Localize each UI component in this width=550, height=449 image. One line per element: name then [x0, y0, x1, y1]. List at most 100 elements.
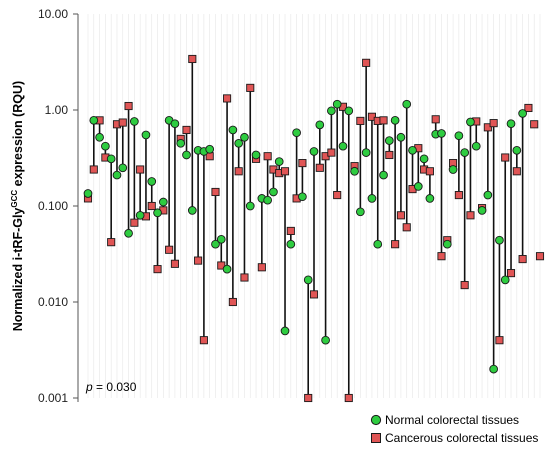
normal-point: [309, 147, 319, 156]
normal-point: [518, 109, 527, 118]
normal-point: [454, 131, 464, 141]
legend-cancer-label: Cancerous colorectal tissues: [385, 431, 538, 445]
normal-point: [356, 207, 365, 217]
normal-point: [332, 99, 342, 109]
normal-point: [187, 206, 197, 215]
normal-point: [234, 138, 244, 148]
cancer-point: [396, 211, 405, 220]
normal-point: [361, 148, 371, 157]
normal-point: [338, 141, 348, 151]
cancer-point: [512, 167, 521, 176]
cancer-point: [367, 112, 376, 121]
cancerous-points: [83, 54, 545, 403]
cancer-point: [518, 255, 527, 264]
cancer-point: [153, 265, 162, 274]
cancer-point: [431, 115, 440, 124]
cancer-point: [199, 336, 208, 345]
normal-point: [95, 132, 104, 142]
normal-point: [135, 210, 145, 220]
normal-point: [460, 148, 470, 157]
normal-point: [483, 190, 493, 200]
normal-point: [176, 138, 186, 148]
normal-point: [292, 128, 301, 138]
normal-point: [448, 165, 458, 174]
cancer-point: [124, 101, 133, 111]
normal-point: [101, 141, 110, 151]
cancer-point: [356, 116, 365, 125]
normal-point: [106, 154, 116, 164]
normal-point: [321, 335, 330, 345]
normal-point: [251, 150, 261, 160]
cancer-point: [391, 240, 400, 249]
normal-point: [466, 117, 475, 127]
cancer-point: [234, 167, 243, 176]
y-axis-title-superscript: GCC: [10, 190, 19, 208]
legend-cancer-marker: [371, 433, 381, 443]
cancer-point: [304, 393, 313, 403]
cancer-point: [489, 119, 498, 128]
cancer-point: [425, 167, 434, 176]
p-value-text: = 0.030: [93, 380, 137, 394]
cancer-point: [454, 191, 463, 200]
cancer-point: [194, 256, 203, 265]
cancer-point: [309, 290, 319, 299]
cancer-point: [107, 238, 116, 247]
normal-point: [245, 201, 255, 211]
cancer-point: [483, 123, 492, 132]
normal-point: [112, 170, 122, 180]
cancer-point: [228, 297, 237, 307]
normal-point: [263, 195, 272, 205]
y-tick-label: 0.001: [38, 391, 68, 405]
normal-point: [170, 119, 180, 129]
normal-point: [228, 125, 238, 135]
cancer-point: [402, 223, 411, 232]
cancer-point: [130, 218, 139, 227]
y-tick-label: 10.00: [38, 7, 68, 21]
normal-point: [222, 264, 232, 274]
cancer-point: [344, 393, 353, 403]
cancer-point: [147, 201, 156, 211]
cancer-point: [379, 116, 388, 125]
cancer-point: [89, 165, 98, 174]
normal-point: [425, 194, 435, 203]
normal-point: [147, 177, 157, 186]
p-value-annotation: p = 0.030: [85, 380, 137, 394]
normal-points: [83, 99, 527, 374]
cancer-point: [385, 150, 394, 160]
normal-point: [477, 206, 487, 215]
cancer-point: [170, 259, 179, 268]
normal-point: [240, 132, 249, 142]
normal-point: [367, 194, 377, 203]
cancer-point: [165, 245, 174, 254]
normal-point: [344, 106, 354, 116]
normal-point: [280, 326, 290, 336]
paired-stems: [87, 58, 524, 398]
cancer-point: [535, 252, 545, 261]
cancer-point: [118, 118, 127, 127]
normal-point: [373, 239, 383, 249]
normal-point: [303, 275, 313, 285]
normal-point: [83, 189, 93, 198]
cancer-point: [524, 103, 533, 113]
cancer-point: [211, 187, 220, 197]
normal-point: [495, 235, 504, 245]
normal-point: [379, 170, 388, 180]
normal-point: [118, 163, 128, 173]
normal-point: [402, 99, 412, 109]
cancer-point: [460, 281, 469, 290]
normal-point: [419, 154, 429, 164]
normal-point: [205, 144, 215, 154]
normal-point: [350, 166, 359, 176]
normal-point: [124, 228, 133, 238]
y-tick-label: 0.010: [38, 295, 68, 309]
normal-point: [158, 197, 168, 207]
cancer-point: [280, 167, 290, 176]
normal-point: [274, 157, 284, 166]
normal-point: [384, 136, 394, 145]
cancer-point: [263, 152, 272, 161]
normal-point: [512, 145, 522, 155]
normal-point: [286, 239, 296, 249]
cancer-point: [530, 120, 539, 129]
normal-point: [141, 130, 151, 140]
p-symbol: p: [85, 380, 93, 394]
